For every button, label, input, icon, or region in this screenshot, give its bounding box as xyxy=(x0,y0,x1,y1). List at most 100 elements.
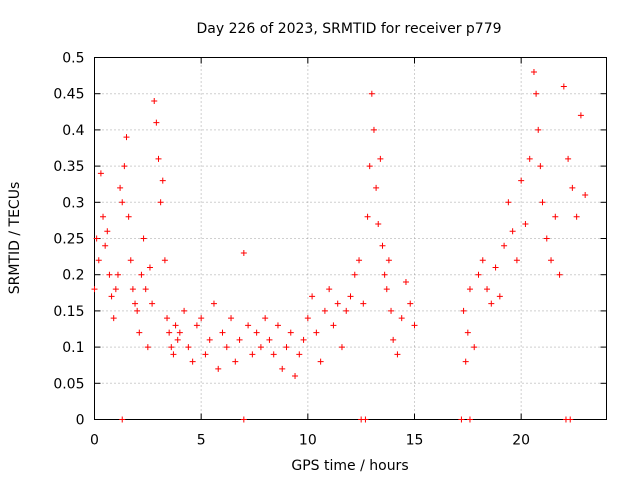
chart-title: Day 226 of 2023, SRMTID for receiver p77… xyxy=(196,21,501,37)
data-point xyxy=(157,199,164,206)
data-point xyxy=(548,257,555,264)
data-point xyxy=(496,293,503,300)
x-tick-label: 15 xyxy=(406,433,424,449)
data-point xyxy=(91,286,98,293)
data-point xyxy=(117,184,124,191)
data-point xyxy=(492,264,499,271)
data-point xyxy=(577,112,584,119)
data-point xyxy=(533,90,540,97)
data-point xyxy=(460,307,467,314)
y-tick-label: 0.15 xyxy=(53,304,84,320)
data-point xyxy=(132,300,139,307)
data-point xyxy=(330,322,337,329)
data-point xyxy=(164,315,171,322)
data-point xyxy=(388,307,395,314)
data-point xyxy=(127,257,134,264)
data-point xyxy=(219,329,226,336)
data-point xyxy=(537,163,544,170)
data-point xyxy=(526,155,533,162)
data-point xyxy=(240,249,247,256)
data-point xyxy=(539,199,546,206)
data-point xyxy=(351,271,358,278)
data-point xyxy=(274,322,281,329)
data-point xyxy=(505,199,512,206)
x-tick-label: 0 xyxy=(90,433,99,449)
data-point xyxy=(202,351,209,358)
data-point xyxy=(136,329,143,336)
data-point xyxy=(364,213,371,220)
x-axis-label: GPS time / hours xyxy=(291,458,408,474)
data-point xyxy=(110,315,117,322)
data-point xyxy=(189,358,196,365)
data-point xyxy=(151,97,158,104)
data-point xyxy=(565,155,572,162)
data-point xyxy=(373,184,380,191)
data-point xyxy=(543,235,550,242)
data-point xyxy=(170,351,177,358)
data-point xyxy=(106,271,113,278)
data-point xyxy=(206,336,213,343)
data-point xyxy=(321,307,328,314)
data-point xyxy=(377,155,384,162)
data-point xyxy=(334,300,341,307)
data-point xyxy=(556,271,563,278)
data-point xyxy=(287,329,294,336)
data-point xyxy=(501,242,508,249)
data-point xyxy=(573,213,580,220)
data-point xyxy=(385,257,392,264)
data-point xyxy=(402,278,409,285)
data-point xyxy=(223,344,230,351)
data-point xyxy=(114,271,121,278)
data-point xyxy=(140,235,147,242)
data-point xyxy=(249,351,256,358)
data-point xyxy=(228,315,235,322)
data-point xyxy=(398,315,405,322)
data-point xyxy=(155,155,162,162)
data-point xyxy=(146,264,153,271)
data-point xyxy=(464,329,471,336)
data-point xyxy=(458,416,465,423)
data-point xyxy=(407,300,414,307)
data-point xyxy=(198,315,205,322)
x-tick-label: 20 xyxy=(512,433,530,449)
data-point xyxy=(97,170,104,177)
data-point xyxy=(108,293,115,300)
y-tick-label: 0.5 xyxy=(62,51,84,67)
data-point xyxy=(144,344,151,351)
data-point xyxy=(104,228,111,235)
data-point xyxy=(119,199,126,206)
data-point xyxy=(317,358,324,365)
data-point xyxy=(210,300,217,307)
data-point xyxy=(488,300,495,307)
data-point xyxy=(552,213,559,220)
data-point xyxy=(582,192,589,199)
data-point xyxy=(125,213,132,220)
data-point xyxy=(266,336,273,343)
data-point xyxy=(569,184,576,191)
data-point xyxy=(185,344,192,351)
data-point xyxy=(159,177,166,184)
data-point xyxy=(296,351,303,358)
data-point xyxy=(123,134,130,141)
data-point xyxy=(176,329,183,336)
data-point xyxy=(168,344,175,351)
y-axis-label: SRMTID / TECUs xyxy=(7,182,23,295)
data-point xyxy=(134,307,141,314)
data-point xyxy=(262,315,269,322)
data-point xyxy=(366,163,373,170)
data-point xyxy=(112,286,119,293)
y-tick-label: 0.05 xyxy=(53,376,84,392)
data-point xyxy=(466,286,473,293)
y-tick-label: 0.3 xyxy=(62,195,84,211)
data-point xyxy=(475,271,482,278)
data-point xyxy=(121,163,128,170)
data-point xyxy=(102,242,109,249)
data-point xyxy=(509,228,516,235)
data-point xyxy=(370,126,377,133)
data-point xyxy=(119,416,126,423)
data-point xyxy=(215,365,222,372)
data-point xyxy=(270,351,277,358)
data-point xyxy=(95,257,102,264)
data-point xyxy=(326,286,333,293)
